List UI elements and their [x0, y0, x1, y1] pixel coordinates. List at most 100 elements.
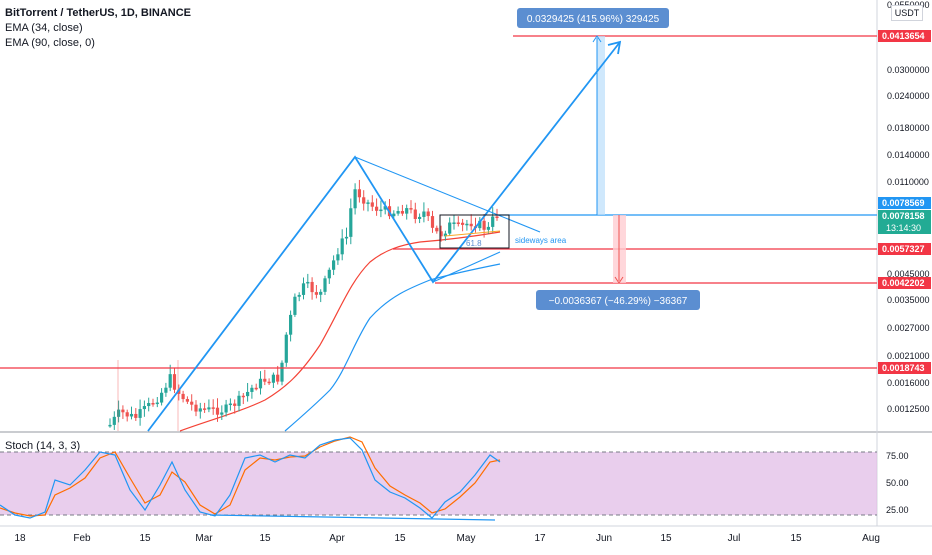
- candle-body[interactable]: [108, 424, 112, 427]
- candles[interactable]: [108, 179, 499, 431]
- candle-body[interactable]: [495, 216, 499, 219]
- candle-body[interactable]: [151, 403, 155, 405]
- candle-body[interactable]: [185, 399, 189, 402]
- candle-body[interactable]: [357, 189, 361, 198]
- candle-body[interactable]: [465, 223, 469, 226]
- candle-body[interactable]: [203, 408, 207, 410]
- ema-90-legend[interactable]: EMA (90, close, 0): [5, 37, 95, 49]
- candle-body[interactable]: [400, 211, 404, 214]
- candle-body[interactable]: [220, 412, 224, 415]
- price-axis[interactable]: 0.05500000.03800000.03000000.02400000.01…: [878, 0, 931, 515]
- candle-body[interactable]: [237, 395, 241, 406]
- candle-body[interactable]: [344, 236, 349, 239]
- currency-label[interactable]: USDT: [891, 5, 923, 21]
- candle-body[interactable]: [370, 202, 374, 207]
- candle-body[interactable]: [112, 416, 116, 425]
- candle-body[interactable]: [125, 412, 129, 417]
- candle-body[interactable]: [314, 292, 318, 295]
- candle-body[interactable]: [430, 216, 435, 228]
- candle-body[interactable]: [233, 403, 237, 406]
- candle-body[interactable]: [254, 387, 258, 390]
- candle-body[interactable]: [418, 216, 422, 219]
- candle-body[interactable]: [392, 213, 396, 217]
- candle-body[interactable]: [482, 220, 486, 230]
- pattern-lines[interactable]: [147, 41, 621, 432]
- candle-body[interactable]: [263, 378, 267, 382]
- candle-body[interactable]: [491, 216, 495, 227]
- stoch-legend[interactable]: Stoch (14, 3, 3): [5, 440, 81, 452]
- candle-body[interactable]: [435, 227, 439, 232]
- candle-body[interactable]: [439, 231, 443, 237]
- wedge-lower[interactable]: [432, 251, 501, 283]
- candle-body[interactable]: [190, 401, 194, 405]
- candle-body[interactable]: [258, 378, 263, 389]
- candle-body[interactable]: [469, 223, 473, 227]
- candle-body[interactable]: [297, 294, 301, 297]
- ema-34-legend[interactable]: EMA (34, close): [5, 22, 83, 34]
- candle-body[interactable]: [486, 226, 490, 230]
- candle-body[interactable]: [194, 404, 198, 412]
- symbol-title[interactable]: BitTorrent / TetherUS, 1D, BINANCE: [5, 7, 191, 19]
- candle-body[interactable]: [211, 407, 215, 409]
- candle-body[interactable]: [147, 403, 151, 407]
- candle-body[interactable]: [207, 407, 211, 410]
- candle-body[interactable]: [271, 374, 275, 383]
- candle-body[interactable]: [276, 374, 280, 382]
- candle-body[interactable]: [301, 283, 306, 295]
- candle-body[interactable]: [121, 409, 125, 413]
- candle-body[interactable]: [289, 314, 293, 335]
- candle-body[interactable]: [198, 408, 202, 412]
- candle-body[interactable]: [478, 220, 482, 229]
- candle-body[interactable]: [138, 409, 142, 418]
- candle-body[interactable]: [396, 211, 400, 214]
- candle-body[interactable]: [332, 260, 336, 270]
- candle-body[interactable]: [164, 387, 168, 393]
- candle-body[interactable]: [177, 389, 181, 394]
- candle-body[interactable]: [168, 374, 172, 388]
- candle-body[interactable]: [228, 403, 232, 406]
- candle-body[interactable]: [117, 409, 121, 417]
- candle-body[interactable]: [340, 238, 344, 255]
- candle-body[interactable]: [353, 189, 357, 209]
- candle-body[interactable]: [267, 381, 271, 384]
- candle-body[interactable]: [129, 413, 134, 417]
- candle-body[interactable]: [452, 222, 456, 224]
- candle-body[interactable]: [448, 222, 452, 234]
- candle-body[interactable]: [336, 254, 340, 261]
- candle-body[interactable]: [422, 211, 426, 217]
- candle-body[interactable]: [293, 296, 297, 315]
- candle-body[interactable]: [241, 395, 245, 398]
- candle-body[interactable]: [456, 222, 460, 224]
- candle-body[interactable]: [310, 281, 314, 293]
- candle-body[interactable]: [349, 208, 353, 237]
- candle-body[interactable]: [280, 362, 284, 382]
- candle-body[interactable]: [409, 208, 413, 210]
- candle-body[interactable]: [181, 393, 185, 400]
- candle-body[interactable]: [134, 413, 138, 418]
- candle-body[interactable]: [327, 269, 331, 279]
- candle-body[interactable]: [379, 209, 383, 212]
- candle-body[interactable]: [366, 202, 370, 204]
- candle-body[interactable]: [362, 197, 366, 204]
- candle-body[interactable]: [323, 278, 327, 292]
- candle-body[interactable]: [413, 209, 417, 219]
- candle-body[interactable]: [443, 233, 447, 237]
- candle-body[interactable]: [375, 206, 379, 211]
- time-axis[interactable]: 18 Feb 15 Mar 15 Apr 15 May 17 Jun 15 Jul 15 Aug: [14, 533, 879, 544]
- candle-body[interactable]: [461, 222, 465, 225]
- candle-body[interactable]: [155, 402, 159, 405]
- candle-body[interactable]: [284, 334, 288, 363]
- candle-body[interactable]: [142, 406, 146, 410]
- candle-body[interactable]: [405, 208, 409, 214]
- candle-body[interactable]: [250, 387, 254, 392]
- candle-body[interactable]: [246, 391, 250, 397]
- candle-body[interactable]: [160, 392, 164, 403]
- candle-body[interactable]: [172, 374, 177, 390]
- candle-body[interactable]: [383, 206, 387, 210]
- drawings[interactable]: 0.0329425 (415.96%) 329425 −0.0036367 (−4…: [0, 8, 877, 432]
- candle-body[interactable]: [426, 211, 430, 217]
- candle-body[interactable]: [215, 407, 220, 415]
- candle-body[interactable]: [306, 281, 310, 284]
- candle-body[interactable]: [224, 404, 228, 413]
